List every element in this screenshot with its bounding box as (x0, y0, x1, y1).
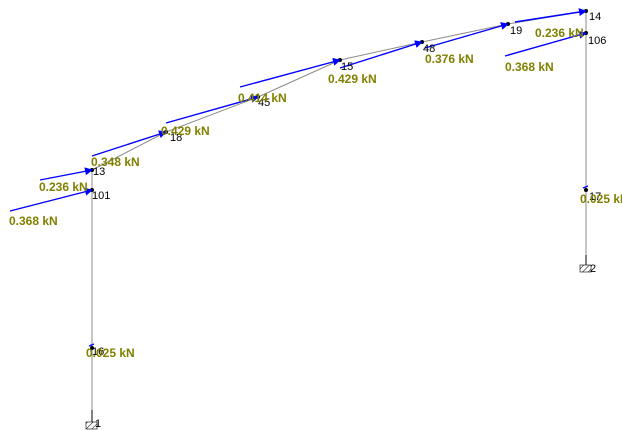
node-label-106: 106 (588, 35, 606, 47)
load-label-l9: 0.368 kN (505, 60, 554, 74)
node-label-2: 2 (590, 263, 596, 275)
load-arrow-l9 (504, 31, 587, 57)
load-label-l8: 0.236 kN (535, 26, 584, 40)
members (91, 10, 587, 420)
load-arrow-l7 (424, 22, 509, 49)
member-rafter-2 (165, 96, 259, 133)
node-labels: 1 16 101 13 18 45 15 48 19 14 106 17 2 (92, 11, 606, 430)
node-label-1: 1 (95, 418, 101, 430)
member-rafter-3 (257, 59, 341, 98)
load-arrow-l6 (339, 40, 423, 69)
support-node-2 (579, 255, 592, 273)
load-arrow-l3 (91, 130, 167, 157)
load-label-l4: 0.429 kN (161, 124, 210, 138)
node-label-16: 16 (92, 346, 104, 358)
node-label-48: 48 (423, 43, 435, 55)
load-label-l11: 0.025 kN (86, 346, 135, 360)
load-label-l2: 0.236 kN (39, 180, 88, 194)
node-label-101: 101 (92, 190, 110, 202)
load-arrow-l2 (39, 167, 93, 181)
load-arrow-l1 (9, 187, 93, 212)
node-label-19: 19 (510, 25, 522, 37)
member-rafter-5 (421, 23, 509, 43)
load-arrow-l10 (582, 185, 589, 189)
load-arrow-l5 (239, 57, 341, 88)
load-arrow-l8 (514, 8, 587, 23)
load-label-l1: 0.368 kN (9, 214, 58, 228)
load-label-l3: 0.348 kN (91, 155, 140, 169)
node-label-17: 17 (589, 191, 601, 203)
node-label-45: 45 (258, 97, 270, 109)
support-node-1 (85, 410, 98, 430)
node-label-15: 15 (341, 61, 353, 73)
node-point (584, 188, 588, 192)
load-label-l7: 0.376 kN (425, 52, 474, 66)
node-label-14: 14 (589, 11, 601, 23)
member-rafter-4 (339, 41, 423, 61)
supports (85, 255, 592, 430)
node-label-18: 18 (170, 132, 182, 144)
load-arrows (9, 8, 589, 347)
load-labels: 0.368 kN 0.236 kN 0.348 kN 0.429 kN 0.41… (9, 26, 622, 360)
node-label-13: 13 (93, 166, 105, 178)
node-point (90, 346, 94, 350)
member-rafter-1 (91, 131, 167, 171)
load-label-l5: 0.414 kN (238, 91, 287, 105)
load-label-l6: 0.429 kN (328, 72, 377, 86)
load-arrow-l4 (165, 95, 259, 124)
load-label-l10: 0.025 kN (580, 192, 622, 206)
load-arrow-l11 (88, 343, 95, 347)
